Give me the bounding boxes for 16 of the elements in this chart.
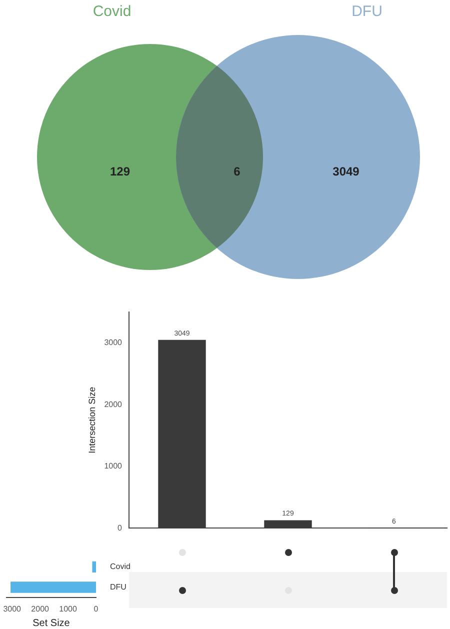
x-tick-label: 0 [94, 604, 99, 614]
y-tick-label: Covid [110, 562, 130, 572]
data-label: 6 [234, 164, 241, 178]
y-tick-label: DFU [110, 582, 127, 592]
data-label: 129 [110, 164, 130, 178]
data-label: 3049 [332, 164, 360, 178]
x-axis-title: Set Size [32, 618, 70, 629]
y-tick-label: 3000 [104, 338, 123, 348]
text: DFU [352, 3, 382, 20]
x-tick-label: 3000 [3, 604, 22, 614]
y-tick-label: 0 [118, 523, 123, 532]
x-tick-label: 1000 [59, 604, 78, 614]
y-tick-label: 2000 [104, 400, 123, 409]
y-tick-label: 1000 [104, 462, 123, 471]
x-tick-label: 2000 [31, 604, 50, 614]
y-axis-title: Intersection Size [86, 386, 97, 454]
